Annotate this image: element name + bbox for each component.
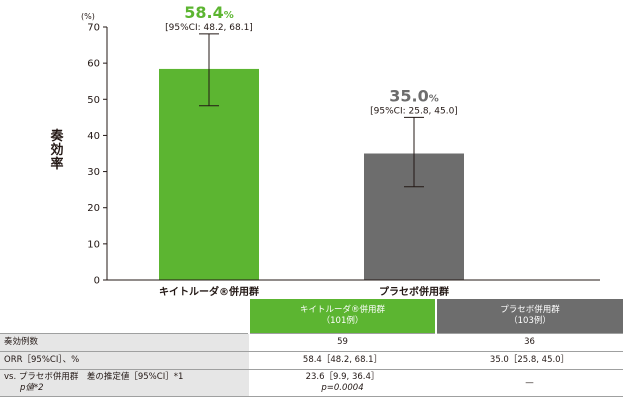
y-tick-label: 0	[94, 276, 100, 287]
row-label-orr: ORR［95%CI］、%	[0, 351, 249, 370]
cell-difference-value: 23.6［9.9, 36.4］	[305, 372, 380, 382]
cell-difference-keytruda: 23.6［9.9, 36.4］ p=0.0004	[249, 369, 436, 397]
row-label-responders: 奏効例数	[0, 333, 249, 352]
y-tick-label: 40	[87, 131, 100, 142]
cell-orr-keytruda: 58.4［48.2, 68.1］	[249, 351, 436, 370]
y-tick-label: 10	[87, 239, 100, 250]
row-label-difference-line2: p値*2	[20, 383, 44, 393]
y-tick-label: 70	[87, 23, 100, 34]
ci-label: [95%CI: 25.8, 45.0]	[370, 106, 458, 116]
header-keytruda: キイトルーダ®併用群 （101例）	[248, 299, 436, 334]
header-keytruda-name: キイトルーダ®併用群	[299, 305, 385, 315]
header-placebo-n: （103例）	[509, 316, 551, 326]
row-label-difference-line1: vs. プラセボ併用群 差の推定値［95%CI］*1	[4, 372, 184, 382]
y-tick-label: 30	[87, 167, 100, 178]
cell-orr-placebo: 35.0［25.8, 45.0］	[436, 351, 623, 370]
y-axis: 0 10 20 30 40 50 60 70	[87, 23, 108, 287]
header-placebo: プラセボ併用群 （103例）	[435, 299, 623, 334]
header-keytruda-n: （101例）	[321, 316, 364, 326]
table-row: ORR［95%CI］、% 58.4［48.2, 68.1］ 35.0［25.8,…	[0, 351, 623, 370]
row-label-difference: vs. プラセボ併用群 差の推定値［95%CI］*1 p値*2	[0, 369, 249, 397]
table-header-row: キイトルーダ®併用群 （101例） プラセボ併用群 （103例）	[0, 299, 623, 334]
category-label: プラセボ併用群	[379, 285, 449, 298]
value-label: 58.4%	[184, 3, 234, 22]
table-row: 奏効例数 59 36	[0, 333, 623, 352]
cell-responders-placebo: 36	[436, 333, 623, 352]
y-tick-label: 50	[87, 95, 100, 106]
y-unit-label: (%)	[81, 12, 95, 21]
cell-difference-placebo: —	[436, 369, 623, 397]
y-axis-title: 奏効率	[49, 128, 64, 172]
y-tick-label: 60	[87, 59, 100, 70]
cell-difference-pvalue: p=0.0004	[321, 383, 364, 393]
value-label: 35.0%	[389, 86, 439, 105]
results-table: キイトルーダ®併用群 （101例） プラセボ併用群 （103例） 奏効例数 59…	[0, 299, 623, 397]
header-placebo-name: プラセボ併用群	[500, 305, 560, 315]
bars: 58.4%[95%CI: 48.2, 68.1] 35.0%[95%CI: 25.…	[159, 3, 464, 280]
x-axis: キイトルーダ®併用群 プラセボ併用群	[107, 279, 600, 298]
y-tick-label: 20	[87, 203, 100, 214]
table-corner	[0, 299, 249, 334]
category-label: キイトルーダ®併用群	[159, 285, 259, 298]
cell-responders-keytruda: 59	[249, 333, 436, 352]
ci-label: [95%CI: 48.2, 68.1]	[165, 23, 253, 33]
orr-bar-chart: 0 10 20 30 40 50 60 70 (%) 奏効率 58.4%[95%CI: 48.…	[49, 3, 600, 298]
table-row: vs. プラセボ併用群 差の推定値［95%CI］*1 p値*2 23.6［9.9…	[0, 369, 623, 397]
